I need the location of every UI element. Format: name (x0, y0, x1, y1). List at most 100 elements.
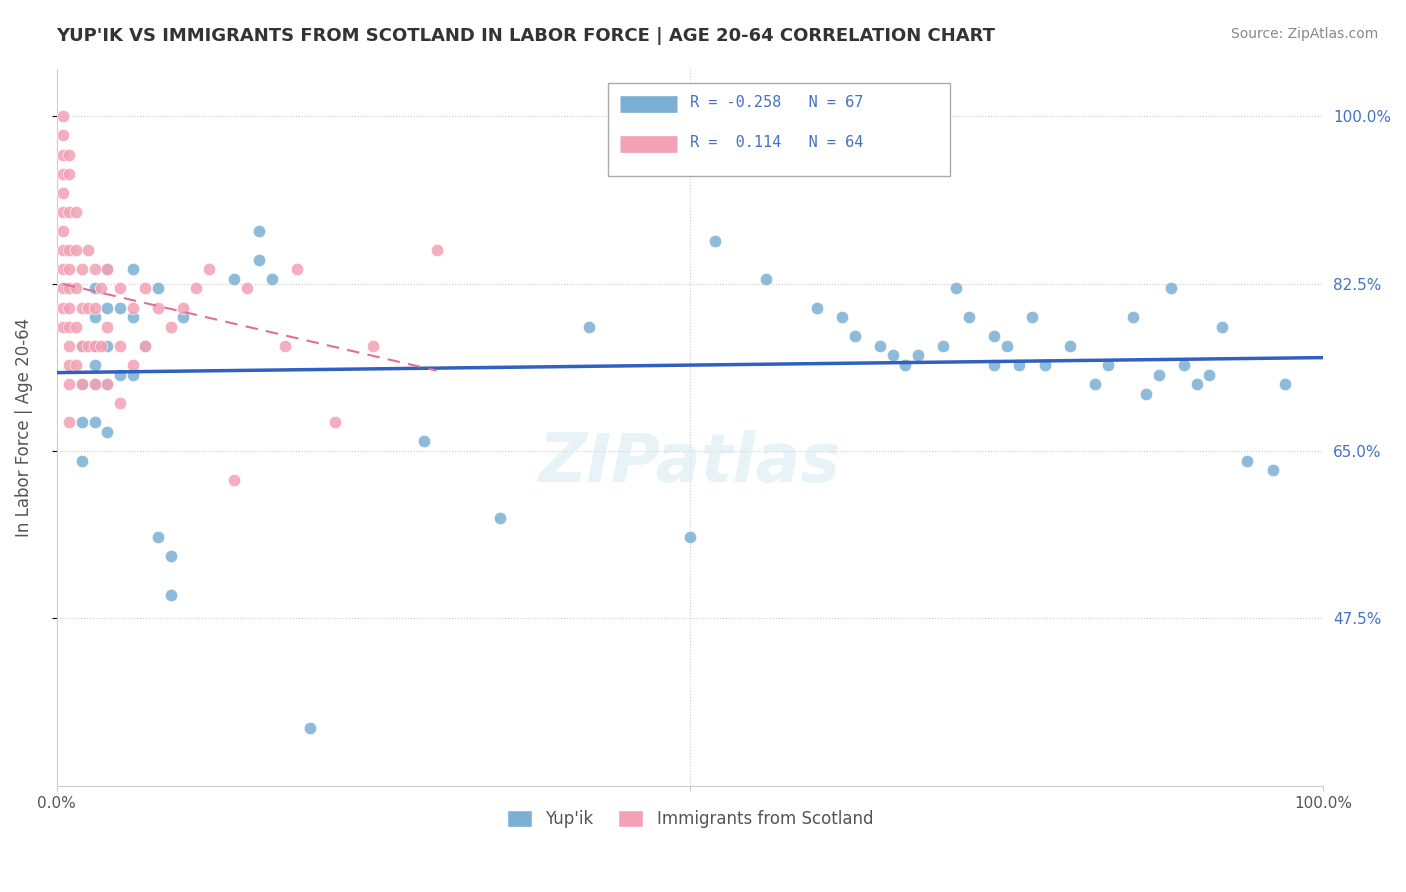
Point (704, 234, 727, 248)
Point (273, 339, 295, 353)
Point (58, 339, 80, 353)
Point (184, 281, 207, 295)
Point (134, 339, 156, 353)
Y-axis label: In Labor Force | Age 20-64: In Labor Force | Age 20-64 (15, 318, 32, 537)
Point (65, 205, 87, 219)
Point (844, 329, 866, 343)
Point (77, 244, 100, 258)
Point (121, 358, 143, 372)
Point (222, 272, 245, 286)
Point (70, 339, 93, 353)
Point (58, 244, 80, 258)
Point (52, 301, 75, 315)
Point (108, 339, 131, 353)
Point (52, 281, 75, 295)
Point (83, 339, 105, 353)
Point (58, 416, 80, 430)
Point (58, 281, 80, 295)
Point (121, 262, 143, 277)
Point (285, 262, 308, 277)
Point (983, 329, 1005, 343)
Point (96, 301, 118, 315)
Point (1122, 310, 1144, 325)
Point (1211, 319, 1233, 334)
Point (1160, 281, 1182, 295)
Point (134, 281, 156, 295)
Point (413, 434, 436, 449)
Point (108, 281, 131, 295)
Point (869, 339, 891, 353)
Point (679, 530, 702, 544)
Point (83, 377, 105, 392)
Point (70, 453, 93, 467)
Point (235, 281, 257, 295)
Point (1021, 310, 1043, 325)
Point (58, 319, 80, 334)
Point (96, 339, 118, 353)
Point (83, 339, 105, 353)
Point (907, 348, 929, 362)
Point (1084, 377, 1107, 392)
Point (1059, 339, 1081, 353)
Point (58, 262, 80, 277)
Point (1198, 368, 1220, 382)
Point (121, 310, 143, 325)
Point (83, 310, 105, 325)
Point (983, 358, 1005, 372)
Point (361, 339, 384, 353)
Text: R = -0.258   N = 67: R = -0.258 N = 67 (690, 95, 863, 111)
Point (957, 310, 980, 325)
Point (58, 358, 80, 372)
Point (65, 358, 87, 372)
Point (108, 301, 131, 315)
Point (58, 301, 80, 315)
Point (578, 319, 600, 334)
Point (58, 377, 80, 392)
Point (932, 339, 955, 353)
Point (1135, 386, 1157, 401)
Point (1008, 358, 1031, 372)
Point (806, 301, 828, 315)
Point (52, 128, 75, 143)
Point (146, 281, 169, 295)
Point (247, 252, 270, 267)
Point (70, 262, 93, 277)
Point (70, 301, 93, 315)
Point (426, 244, 449, 258)
Point (1097, 358, 1119, 372)
Point (172, 310, 194, 325)
Point (159, 319, 181, 334)
Point (58, 167, 80, 181)
Point (755, 272, 778, 286)
Point (96, 377, 118, 392)
Point (108, 396, 131, 410)
Point (83, 416, 105, 430)
Point (70, 377, 93, 392)
Point (146, 530, 169, 544)
Point (146, 301, 169, 315)
Point (77, 301, 100, 315)
Point (1173, 358, 1195, 372)
Point (96, 262, 118, 277)
Text: ZIPatlas: ZIPatlas (538, 430, 841, 496)
Point (65, 319, 87, 334)
Point (83, 358, 105, 372)
Point (945, 281, 967, 295)
Point (96, 377, 118, 392)
Point (96, 262, 118, 277)
Point (489, 511, 512, 525)
Point (83, 301, 105, 315)
Point (882, 348, 904, 362)
Point (247, 224, 270, 238)
Point (172, 301, 194, 315)
Point (260, 272, 283, 286)
Point (83, 377, 105, 392)
Point (121, 368, 143, 382)
Point (323, 416, 346, 430)
Point (197, 262, 219, 277)
Point (831, 310, 853, 325)
Point (58, 147, 80, 161)
Point (70, 416, 93, 430)
Point (108, 368, 131, 382)
Point (298, 722, 321, 736)
